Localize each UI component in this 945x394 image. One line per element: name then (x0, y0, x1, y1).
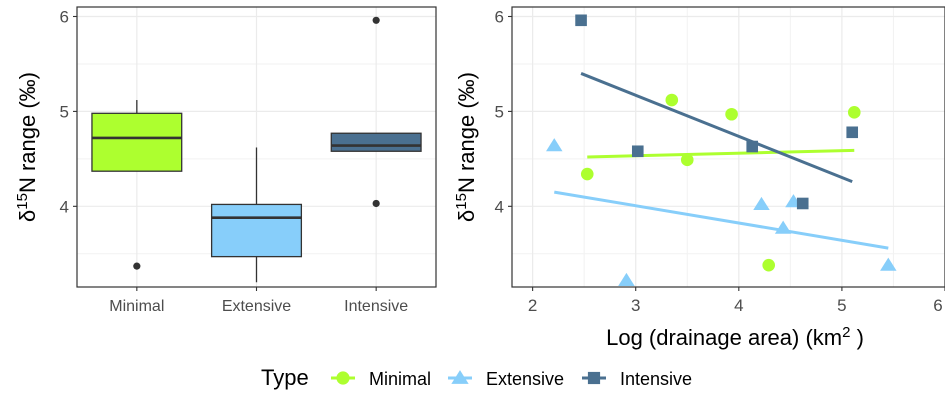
scatter-x-tick-label: 2 (528, 296, 537, 315)
legend-item-label: Minimal (369, 369, 431, 389)
scatter-panel-border (511, 6, 945, 288)
scatter-y-tick-label: 6 (495, 7, 504, 26)
scatter-gridlines (512, 7, 945, 287)
point-intensive (575, 14, 587, 27)
scatter-y-axis-label: δ15N range (‰) (453, 72, 480, 222)
boxplot-y-tick-label: 6 (60, 7, 69, 26)
point-minimal (725, 107, 738, 121)
box-iqr (91, 112, 183, 172)
box-iqr (330, 132, 422, 152)
boxplot-x-tick-label: Intensive (344, 298, 408, 315)
scatter-plot-area (512, 7, 945, 287)
legend-item-intensive: Intensive (582, 369, 692, 389)
point-intensive (796, 197, 809, 210)
boxplot-panel: 4 5 6 Minimal Extensive Intensive δ15N range … (14, 6, 437, 315)
legend-item-label: Intensive (620, 369, 692, 389)
boxplot-y-axis-label: δ15N range (‰) (14, 72, 41, 222)
series-intensive (575, 14, 859, 210)
legend-key-marker (587, 371, 601, 385)
box-outlier-point (372, 16, 380, 24)
point-extensive (618, 272, 635, 286)
legend-item-label: Extensive (486, 369, 564, 389)
series-minimal (580, 93, 861, 272)
boxplot-axes: 4 5 6 Minimal Extensive Intensive (60, 7, 409, 315)
scatter-y-tick-label: 4 (495, 197, 504, 216)
legend-item-minimal: Minimal (331, 369, 431, 389)
boxplot-x-tick-label: Extensive (222, 298, 291, 315)
point-extensive (546, 138, 563, 152)
legend-key-marker (451, 370, 469, 384)
box-iqr (210, 203, 303, 258)
scatter-points (546, 14, 897, 286)
point-intensive (631, 145, 644, 158)
fit-line-intensive (580, 72, 853, 184)
scatter-x-tick-label: 6 (933, 296, 942, 315)
scatter-panel: 4 5 6 2 3 4 5 6 δ15N range (‰) Log (drainage ar… (453, 6, 945, 351)
box-outlier-point (372, 199, 380, 208)
legend-item-extensive: Extensive (448, 369, 564, 389)
point-extensive (774, 220, 792, 234)
point-minimal (580, 167, 594, 181)
legend-key-marker (336, 371, 350, 385)
point-intensive (846, 126, 859, 139)
box-minimal (91, 100, 183, 270)
point-extensive (880, 257, 897, 271)
boxplot-x-tick-label: Minimal (109, 298, 164, 315)
point-minimal (847, 106, 861, 119)
scatter-y-tick-label: 5 (495, 102, 504, 121)
scatter-x-tick-label: 5 (837, 296, 846, 315)
legend: Type Minimal Extensive Intensive (261, 365, 692, 390)
box-outlier-point (133, 262, 141, 270)
boxplot-boxes (91, 16, 422, 283)
box-extensive (210, 147, 303, 283)
point-intensive (746, 140, 759, 153)
scatter-axes: 4 5 6 2 3 4 5 6 (495, 7, 945, 315)
boxplot-y-tick-label: 4 (60, 197, 69, 216)
point-minimal (665, 93, 679, 107)
fit-line-minimal (587, 148, 855, 159)
point-minimal (680, 153, 694, 167)
box-intensive (330, 16, 422, 208)
boxplot-y-tick-label: 5 (60, 102, 69, 121)
scatter-x-axis-label: Log (drainage area) (km2 ) (606, 324, 864, 351)
point-minimal (762, 258, 776, 272)
scatter-x-tick-label: 3 (631, 296, 640, 315)
point-extensive (753, 196, 770, 211)
legend-title: Type (261, 365, 309, 390)
scatter-x-tick-label: 4 (734, 296, 743, 315)
scatter-fit-lines (554, 72, 889, 250)
fit-line-extensive (554, 190, 889, 250)
